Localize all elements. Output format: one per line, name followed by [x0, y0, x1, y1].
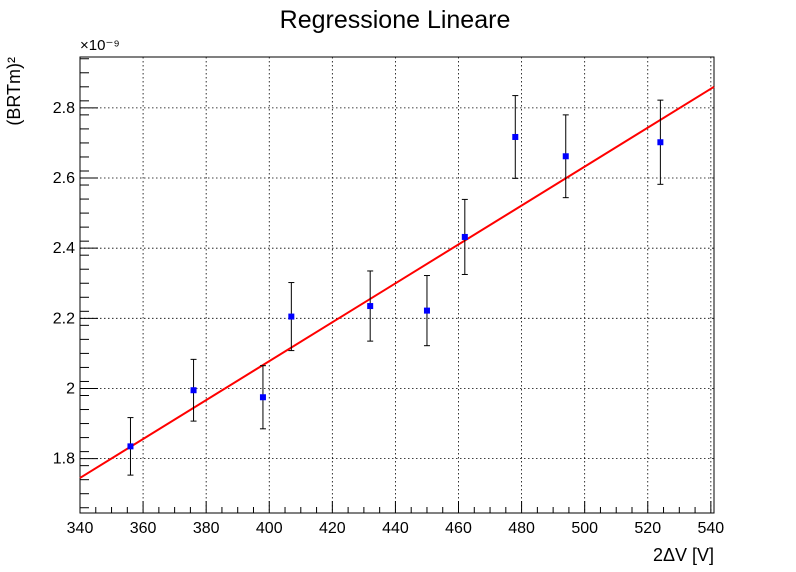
y-tick-label: 2: [66, 380, 75, 397]
axis-ticks: 340 360 380 400 420 440 460 480 500 520 540 1.8 2 2.2…: [53, 58, 724, 537]
x-tick-label: 440: [382, 520, 409, 537]
data-point: [190, 387, 197, 394]
data-point: [562, 153, 569, 160]
x-tick-label: 340: [67, 520, 94, 537]
y-tick-label: 2.6: [53, 170, 75, 187]
x-axis-label: 2ΔV [V]: [653, 545, 714, 565]
grid: [80, 57, 714, 513]
y-tick-label: 2.4: [53, 240, 75, 257]
data-point: [461, 233, 468, 240]
x-tick-label: 520: [634, 520, 661, 537]
data-point: [259, 394, 266, 401]
y-axis-label: (BRTm)²: [4, 57, 24, 126]
data-point: [423, 307, 430, 314]
data-point: [657, 139, 664, 146]
y-tick-label: 2.2: [53, 310, 75, 327]
y-tick-label: 1.8: [53, 451, 75, 468]
x-tick-label: 480: [508, 520, 535, 537]
data-points: [127, 95, 664, 476]
chart-title: Regressione Lineare: [280, 6, 511, 34]
x-tick-label: 380: [193, 520, 220, 537]
data-point: [288, 313, 295, 320]
fit-line-group: [79, 85, 715, 479]
data-point: [367, 303, 374, 310]
x-tick-label: 540: [697, 520, 724, 537]
y-exponent-label: ×10⁻⁹: [80, 37, 120, 54]
x-tick-label: 460: [445, 520, 472, 537]
x-tick-label: 420: [319, 520, 346, 537]
x-tick-label: 500: [571, 520, 598, 537]
plot-frame: [79, 56, 715, 514]
x-tick-label: 400: [256, 520, 283, 537]
data-point: [512, 133, 519, 140]
fit-line: [79, 85, 715, 479]
data-point: [127, 443, 134, 450]
y-tick-label: 2.8: [53, 100, 75, 117]
x-tick-label: 360: [130, 520, 157, 537]
